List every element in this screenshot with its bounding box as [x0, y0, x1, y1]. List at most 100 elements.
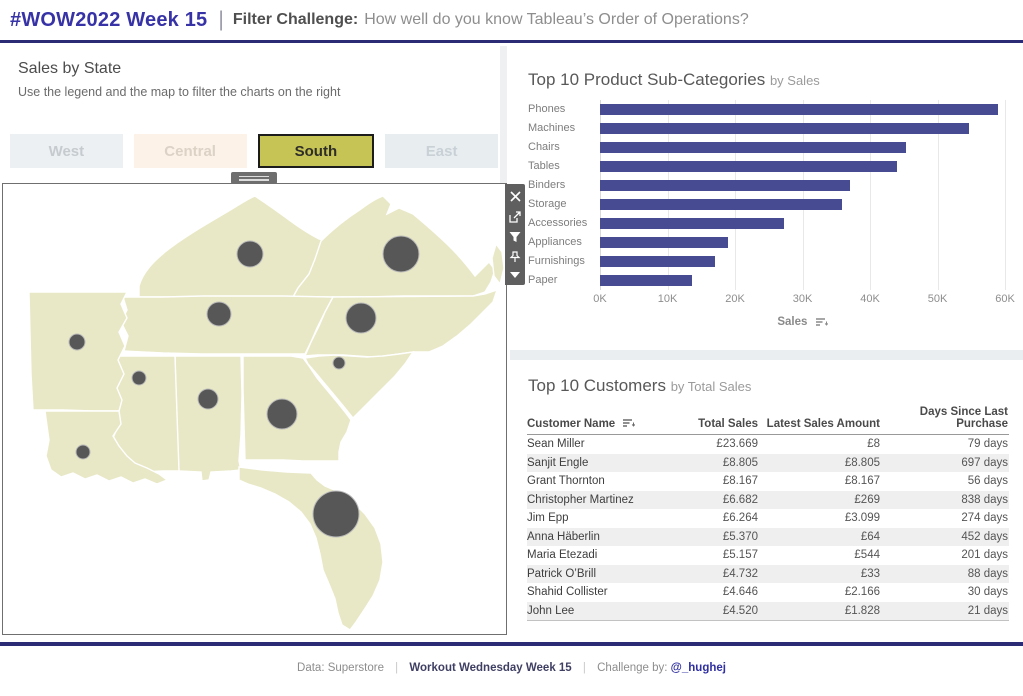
- x-tick-label: 10K: [657, 293, 678, 305]
- gridline: [802, 100, 804, 290]
- table-cell: 274 days: [961, 512, 1008, 525]
- sales-bubble-florida[interactable]: [312, 490, 360, 538]
- state-alabama[interactable]: [174, 355, 243, 482]
- table-cell: 697 days: [961, 456, 1008, 469]
- bar-binders[interactable]: [600, 180, 850, 191]
- subtitle-bold: Filter Challenge:: [232, 11, 359, 28]
- x-tick-label: 40K: [860, 293, 880, 305]
- table-row[interactable]: Anna Häberlin £5.370 £64 452 days: [527, 527, 1009, 546]
- table-cell: £1.828: [844, 604, 880, 617]
- region-button-south[interactable]: South: [257, 134, 375, 168]
- table-row[interactable]: John Lee £4.520 £1.828 21 days: [527, 601, 1009, 620]
- table-cell: Maria Etezadi: [527, 549, 598, 562]
- sales-bubble-georgia[interactable]: [266, 398, 298, 430]
- bar-category-label: Machines: [528, 122, 576, 134]
- state-south-carolina[interactable]: [303, 351, 415, 420]
- table-cell: £5.370: [722, 530, 758, 543]
- state-virginia-eastern-shore[interactable]: [491, 242, 505, 286]
- gridline: [600, 100, 601, 290]
- bar-phones[interactable]: [600, 104, 999, 115]
- state-tennessee[interactable]: [120, 295, 335, 355]
- col-header-customer-name[interactable]: Customer Name: [527, 418, 687, 430]
- sales-bubble-arkansas[interactable]: [68, 333, 86, 351]
- sales-bubble-kentucky[interactable]: [236, 240, 264, 268]
- sort-descending-icon[interactable]: [623, 419, 636, 428]
- table-cell: Sean Miller: [527, 438, 585, 451]
- bar-paper[interactable]: [600, 275, 692, 286]
- gridline: [1005, 100, 1006, 290]
- table-cell: £5.157: [722, 549, 758, 562]
- sales-map[interactable]: [2, 183, 507, 635]
- bar-category-label: Chairs: [528, 141, 560, 153]
- table-row[interactable]: Shahid Collister £4.646 £2.166 30 days: [527, 583, 1009, 602]
- x-tick-label: 30K: [792, 293, 813, 305]
- caret-down-icon[interactable]: [510, 271, 520, 278]
- col-header-days-since[interactable]: Days Since Last Purchase: [919, 406, 1008, 430]
- col-header-total-sales[interactable]: Total Sales: [698, 418, 758, 430]
- bar-category-label: Binders: [528, 179, 566, 191]
- bar-row: Accessories: [528, 214, 1010, 233]
- table-row[interactable]: Maria Etezadi £5.157 £544 201 days: [527, 546, 1009, 565]
- open-external-icon[interactable]: [509, 210, 521, 223]
- close-icon[interactable]: [509, 191, 521, 202]
- table-cell: 88 days: [967, 567, 1008, 580]
- table-row[interactable]: Patrick O’Brill £4.732 £33 88 days: [527, 564, 1009, 583]
- col-header-latest-sales[interactable]: Latest Sales Amount: [766, 418, 880, 430]
- state-florida[interactable]: [238, 466, 384, 631]
- bar-machines[interactable]: [600, 123, 969, 134]
- state-georgia[interactable]: [242, 355, 352, 462]
- bar-category-label: Storage: [528, 198, 567, 210]
- map-states: [28, 195, 505, 631]
- table-row[interactable]: Jim Epp £6.264 £3.099 274 days: [527, 509, 1009, 528]
- bar-row: Appliances: [528, 233, 1010, 252]
- table-row[interactable]: Sanjit Engle £8.805 £8.805 697 days: [527, 453, 1009, 472]
- table-row[interactable]: Christopher Martinez £6.682 £269 838 days: [527, 490, 1009, 509]
- state-arkansas[interactable]: [28, 291, 129, 412]
- x-tick-label: 20K: [725, 293, 745, 305]
- region-button-east[interactable]: East: [385, 134, 498, 168]
- drag-handle[interactable]: [231, 172, 277, 184]
- sales-bubble-alabama[interactable]: [197, 388, 219, 410]
- pin-icon[interactable]: [509, 251, 521, 263]
- table-cell: £8.805: [844, 456, 880, 469]
- sales-bubble-virginia[interactable]: [382, 235, 420, 273]
- bar-chart-axis-title: Sales: [600, 316, 1005, 328]
- x-tick-label: 50K: [927, 293, 948, 305]
- dashboard-title: #WOW2022 Week 15: [10, 8, 208, 31]
- table-row[interactable]: Grant Thornton £8.167 £8.167 56 days: [527, 472, 1009, 491]
- footer-author-handle[interactable]: @_hughej: [670, 662, 726, 674]
- bar-chairs[interactable]: [600, 142, 906, 153]
- bar-row: Tables: [528, 157, 1010, 176]
- bar-appliances[interactable]: [600, 237, 729, 248]
- table-row[interactable]: Sean Miller £23.669 £8 79 days: [527, 435, 1009, 454]
- sales-bubble-mississippi[interactable]: [131, 370, 147, 386]
- dashboard-header: #WOW2022 Week 15 | Filter Challenge: How…: [0, 0, 1023, 43]
- sales-bubble-tennessee[interactable]: [206, 301, 232, 327]
- bar-chart-x-axis: 0K 10K 20K 30K 40K 50K 60K: [528, 293, 1015, 307]
- region-button-central[interactable]: Central: [133, 134, 247, 168]
- sales-bubble-louisiana[interactable]: [75, 444, 91, 460]
- bar-chart-title: Top 10 Product Sub-Categories by Sales: [528, 70, 820, 89]
- bar-storage[interactable]: [600, 199, 842, 210]
- table-cell: £8.805: [722, 456, 758, 469]
- table-cell: Jim Epp: [527, 512, 569, 525]
- state-north-carolina[interactable]: [303, 288, 499, 358]
- sort-descending-icon[interactable]: [815, 317, 828, 327]
- bar-chart: Phones Machines Chairs Tables Binders Storage…: [528, 100, 1010, 290]
- bar-accessories[interactable]: [600, 218, 785, 229]
- state-louisiana[interactable]: [44, 410, 169, 485]
- table-cell: 452 days: [961, 530, 1008, 543]
- map-section-subtitle: Use the legend and the map to filter the…: [18, 85, 341, 99]
- bar-row: Machines: [528, 119, 1010, 138]
- sales-bubble-north-carolina[interactable]: [345, 302, 377, 334]
- region-legend: West Central South East: [10, 134, 498, 168]
- sales-bubble-south-carolina[interactable]: [332, 356, 346, 370]
- axis-title-text: Sales: [777, 316, 808, 328]
- bar-tables[interactable]: [600, 161, 897, 172]
- table-cell: 56 days: [967, 475, 1008, 488]
- filter-icon[interactable]: [509, 231, 521, 243]
- table-cell: £6.264: [722, 512, 758, 525]
- region-button-west[interactable]: West: [10, 134, 123, 168]
- bar-furnishings[interactable]: [600, 256, 716, 267]
